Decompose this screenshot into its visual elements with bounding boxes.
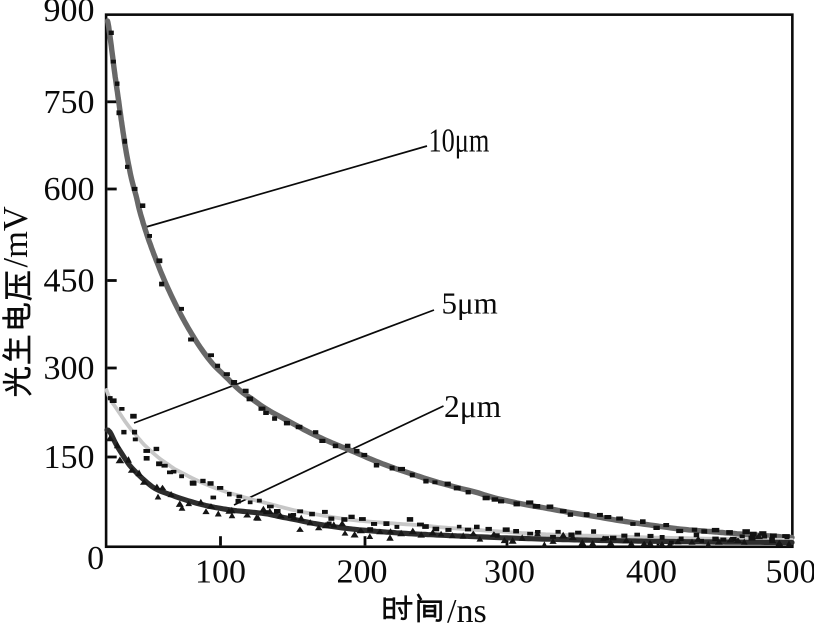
svg-text:5μm: 5μm bbox=[442, 286, 498, 321]
svg-text:10μm: 10μm bbox=[429, 121, 490, 159]
svg-text:300: 300 bbox=[44, 350, 95, 387]
svg-text:200: 200 bbox=[337, 554, 388, 591]
svg-text:900: 900 bbox=[44, 0, 95, 29]
svg-text:/mV: /mV bbox=[0, 206, 35, 267]
svg-text:0: 0 bbox=[87, 540, 104, 577]
svg-text:750: 750 bbox=[44, 84, 95, 121]
svg-text:500: 500 bbox=[766, 554, 814, 591]
svg-text:600: 600 bbox=[44, 171, 95, 208]
svg-text:300: 300 bbox=[484, 554, 535, 591]
svg-text:/ns: /ns bbox=[447, 593, 487, 625]
svg-text:100: 100 bbox=[195, 554, 246, 591]
svg-text:150: 150 bbox=[44, 439, 95, 476]
svg-text:2μm: 2μm bbox=[444, 389, 502, 424]
svg-text:400: 400 bbox=[626, 554, 677, 591]
svg-text:450: 450 bbox=[44, 263, 95, 300]
